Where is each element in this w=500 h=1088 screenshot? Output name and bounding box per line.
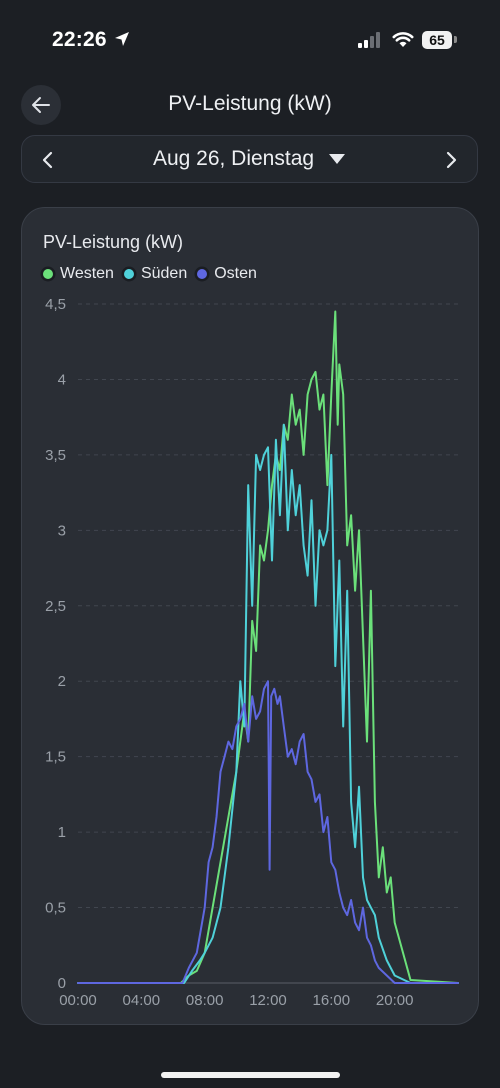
y-tick-label: 3,5 xyxy=(45,447,66,464)
y-tick-label: 0 xyxy=(58,975,66,992)
date-label: Aug 26, Dienstag xyxy=(152,147,315,170)
y-tick-label: 2 xyxy=(58,673,66,690)
y-tick-label: 4 xyxy=(58,371,66,388)
x-tick-label: 08:00 xyxy=(186,992,224,1009)
back-button[interactable] xyxy=(21,85,61,125)
x-tick-label: 12:00 xyxy=(249,992,287,1009)
x-tick-label: 16:00 xyxy=(313,992,351,1009)
legend-item-sueden[interactable]: Süden xyxy=(123,265,188,283)
y-tick-label: 4,5 xyxy=(45,296,66,313)
y-tick-label: 0,5 xyxy=(45,900,66,917)
chevron-right-icon[interactable] xyxy=(439,148,463,172)
status-time: 22:26 xyxy=(52,28,107,51)
caret-down-icon xyxy=(329,154,346,164)
chart-title: PV-Leistung (kW) xyxy=(43,232,184,252)
home-indicator xyxy=(161,1072,340,1078)
chevron-left-icon[interactable] xyxy=(36,148,60,172)
y-tick-label: 3 xyxy=(58,522,66,539)
chart-legend: Westen Süden Osten xyxy=(43,265,259,283)
page-title: PV-Leistung (kW) xyxy=(168,92,332,115)
battery-tip xyxy=(454,36,457,43)
y-tick-label: 1,5 xyxy=(45,749,66,766)
status-bar: 22:26 65 xyxy=(0,0,500,80)
legend-label-osten: Osten xyxy=(214,265,257,282)
battery-indicator: 65 xyxy=(422,31,452,49)
x-tick-label: 04:00 xyxy=(123,992,161,1009)
x-tick-label: 20:00 xyxy=(376,992,414,1009)
series-line-osten xyxy=(77,680,459,984)
chart-card: PV-Leistung (kW) Westen Süden Osten 0 0,5… xyxy=(21,207,479,1025)
y-tick-label: 1 xyxy=(58,824,66,841)
arrow-left-icon xyxy=(32,97,50,113)
cellular-signal-icon xyxy=(358,32,380,48)
series-line-süden xyxy=(77,423,459,984)
location-arrow-icon xyxy=(115,32,129,46)
legend-item-osten[interactable]: Osten xyxy=(197,265,257,283)
legend-item-westen[interactable]: Westen xyxy=(43,265,114,283)
line-chart: 0 0,5 1 1,5 2 2,5 3 3,5 4 4,5 00:00 04:00 08:00 12:00… xyxy=(45,296,459,1009)
legend-dot-westen xyxy=(43,269,53,279)
legend-dot-osten xyxy=(197,269,208,279)
date-navigation: Aug 26, Dienstag xyxy=(21,135,478,183)
date-selector[interactable]: Aug 26, Dienstag xyxy=(22,147,477,171)
y-tick-label: 2,5 xyxy=(45,598,66,615)
series-line-westen xyxy=(77,310,459,984)
wifi-icon xyxy=(392,32,414,47)
x-tick-label: 00:00 xyxy=(59,992,97,1009)
legend-label-westen: Westen xyxy=(60,265,114,282)
legend-label-sueden: Süden xyxy=(140,265,188,282)
legend-dot-sueden xyxy=(123,269,134,279)
